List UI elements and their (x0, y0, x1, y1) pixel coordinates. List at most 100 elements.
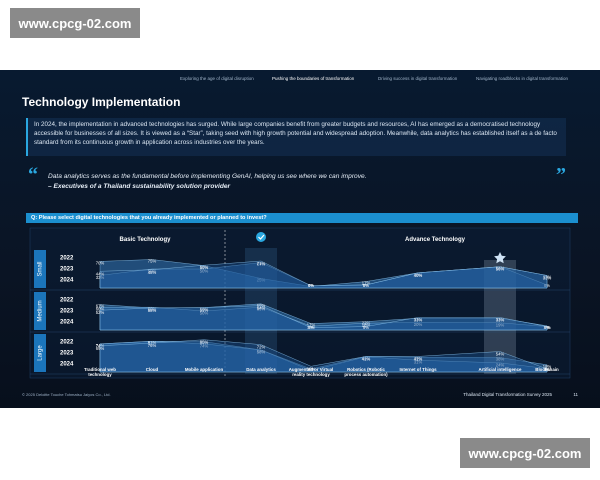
slide: Exploring the age of digital disruption … (0, 70, 600, 408)
nav-item[interactable]: Pushing the boundaries of transformation (272, 76, 355, 81)
data-label: 33% (543, 275, 552, 280)
nav-item[interactable]: Driving success in digital transformatio… (378, 76, 458, 81)
series-label: 2023 (60, 267, 74, 273)
data-label: 67% (257, 262, 266, 267)
panel-label-box (34, 334, 46, 372)
data-label: 4% (308, 367, 314, 372)
check-mark (258, 234, 265, 240)
data-label: 8% (308, 367, 314, 372)
data-label: 44% (96, 271, 105, 276)
panel-label: Large (38, 345, 44, 361)
data-label: 75% (148, 259, 157, 264)
data-label: 59% (200, 265, 209, 270)
data-label: 50% (200, 269, 209, 274)
quote-source: – Executives of a Thailand sustainabilit… (48, 183, 231, 190)
data-label: 33% (414, 317, 423, 322)
panel-label: Small (38, 261, 44, 276)
category-label: Traditional web technology (84, 367, 116, 377)
data-label: 19% (543, 364, 552, 369)
data-label: 59% (200, 308, 209, 313)
data-label: 6% (308, 283, 314, 288)
panel-label-box (34, 250, 46, 288)
quote-mark: ” (556, 164, 566, 186)
data-label: 60% (200, 265, 209, 270)
data-label: 72% (257, 345, 266, 350)
data-label: 58% (257, 349, 266, 354)
series-label: 2023 (60, 351, 74, 357)
data-label: 58% (148, 307, 157, 312)
series-label: 2024 (60, 362, 74, 368)
data-label: 4% (308, 283, 314, 288)
data-label: 56% (496, 266, 505, 271)
data-label: 25% (257, 278, 266, 283)
data-label: 38% (496, 357, 505, 362)
nav-item[interactable]: Exploring the age of digital disruption (180, 76, 254, 81)
data-label: 71% (257, 261, 266, 266)
data-label: 60% (257, 307, 266, 312)
group-header: Basic Technology (120, 237, 172, 243)
data-label: 52% (96, 310, 105, 315)
data-label: 33% (496, 317, 505, 322)
data-label: 9% (544, 325, 550, 330)
data-label: 6% (308, 325, 314, 330)
series-label: 2022 (60, 256, 74, 262)
data-label: 60% (148, 307, 157, 312)
page-number: 11 (573, 392, 578, 397)
data-label: 40% (362, 356, 371, 361)
data-label: 48% (148, 270, 157, 275)
series-label: 2022 (60, 298, 74, 304)
survey-name: Thailand Digital Transformation Survey 2… (463, 392, 552, 397)
watermark: www.cpcg-02.com (10, 8, 140, 38)
data-label: 81% (148, 340, 157, 345)
data-label: 58% (257, 349, 266, 354)
data-label: 31% (496, 317, 505, 322)
category-label: Robotics (Robotic process automation) (344, 367, 388, 377)
data-label: 18% (362, 323, 371, 328)
area-series (99, 305, 548, 331)
star-icon (494, 252, 506, 264)
series-label: 2024 (60, 278, 74, 284)
data-label: 31% (414, 317, 423, 322)
panel-label-box (34, 292, 46, 330)
watermark: www.cpcg-02.com (460, 438, 590, 468)
data-label: 6% (308, 283, 314, 288)
data-label: 56% (496, 267, 505, 272)
data-label: 17% (307, 323, 316, 328)
series-label: 2024 (60, 320, 74, 326)
data-label: 17% (362, 281, 371, 286)
data-label: 85% (200, 340, 209, 345)
category-label: Internet of Things (399, 367, 437, 372)
data-label: 54% (496, 351, 505, 356)
series-label: 2023 (60, 309, 74, 315)
intro-text: In 2024, the implementation in advanced … (26, 118, 566, 156)
question-bar: Q: Please select digital technologies th… (26, 213, 578, 223)
data-label: 41% (414, 356, 423, 361)
data-label: 56% (496, 266, 505, 271)
data-label: 41% (362, 356, 371, 361)
data-label: 15% (307, 366, 316, 371)
data-label: 69% (257, 303, 266, 308)
panel-label: Medium (38, 300, 44, 321)
highlight-column (484, 260, 516, 374)
data-label: 20% (414, 322, 423, 327)
data-label: 80% (200, 341, 209, 346)
area-series (99, 339, 548, 373)
data-label: 31% (414, 360, 423, 365)
copyright: © 2025 Deloitte Touche Tohmatsu Jaiyos C… (22, 392, 111, 397)
data-label: 41% (362, 355, 371, 360)
data-label: 76% (148, 343, 157, 348)
data-label: 8% (363, 283, 369, 288)
data-label: 40% (414, 272, 423, 277)
data-label: 74% (200, 343, 209, 348)
data-label: 64% (257, 306, 266, 311)
category-label: Data analytics (246, 367, 276, 372)
data-label: 8% (363, 283, 369, 288)
data-label: 50% (200, 311, 209, 316)
nav-item[interactable]: Navigating roadblocks in digital transfo… (476, 76, 569, 81)
check-icon (256, 232, 266, 242)
data-label: 40% (414, 273, 423, 278)
quote: Data analytics serves as the fundamental… (48, 172, 548, 192)
category-label: Cloud (145, 367, 159, 372)
data-label: 9% (363, 325, 369, 330)
